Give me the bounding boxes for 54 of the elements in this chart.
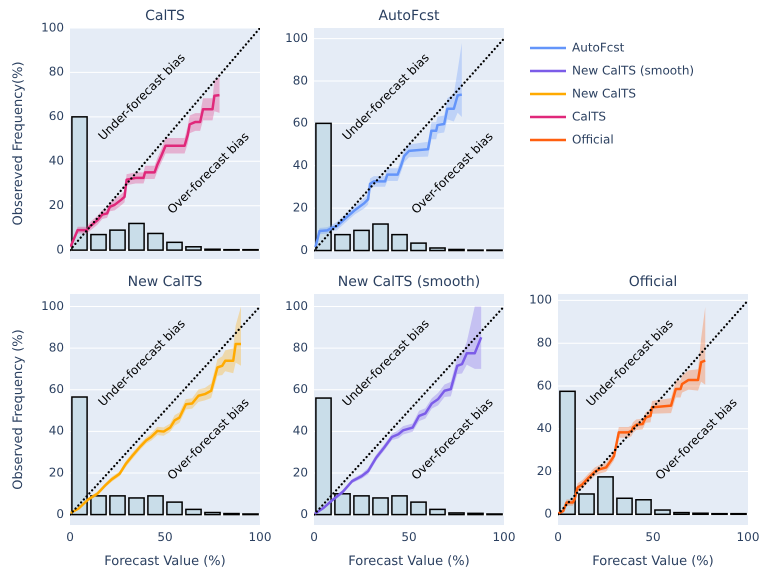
y-tick-label: 80: [536, 335, 552, 350]
x-tick-label: 50: [157, 530, 173, 544]
x-axis-title: Forecast Value (%): [348, 554, 470, 568]
y-tick-label: 60: [48, 382, 64, 396]
text: New CalTS (smooth): [572, 63, 694, 78]
x-tick-label: 50: [645, 530, 661, 544]
y-tick-label: 20: [292, 465, 308, 480]
text: New CalTS (smooth): [338, 274, 480, 290]
y-tick-label: 80: [292, 340, 308, 354]
y-tick-label: 0: [300, 242, 308, 257]
text: Official: [628, 274, 678, 290]
y-tick-label: 60: [536, 378, 552, 392]
y-tick-label: 20: [48, 198, 64, 212]
x-tick-label: 0: [554, 530, 562, 544]
y-axis-title: Obsereved Frequency(%): [11, 61, 26, 226]
y-tick-label: 20: [536, 464, 552, 478]
x-tick-label: 50: [401, 530, 417, 544]
x-axis-title: Forecast Value (%): [104, 554, 226, 568]
y-tick-label: 80: [48, 64, 64, 79]
y-tick-label: 0: [544, 506, 552, 521]
legend-label: AutoFcst: [572, 40, 625, 54]
x-tick-label: 0: [66, 530, 74, 544]
text: CalTS: [145, 8, 185, 24]
y-tick-label: 40: [48, 154, 64, 168]
y-tick-label: 60: [292, 116, 308, 130]
y-tick-label: 40: [292, 158, 308, 172]
y-tick-label: 60: [292, 382, 308, 396]
y-tick-label: 100: [41, 20, 64, 34]
x-tick-label: 0: [310, 530, 318, 544]
y-tick-label: 60: [48, 109, 64, 124]
y-tick-label: 100: [285, 30, 308, 45]
y-tick-label: 20: [292, 200, 308, 214]
x-tick-label: 100: [492, 530, 516, 544]
y-tick-label: 100: [41, 298, 64, 313]
y-tick-label: 0: [56, 242, 64, 256]
y-tick-label: 80: [48, 340, 64, 354]
x-axis-title: Forecast Value (%): [592, 554, 714, 568]
y-tick-label: 0: [300, 506, 308, 521]
y-tick-label: 40: [292, 424, 308, 438]
y-tick-label: 80: [292, 73, 308, 88]
text: Official: [572, 132, 614, 146]
text: CalTS: [572, 109, 606, 124]
y-tick-label: 20: [48, 465, 64, 480]
y-tick-label: 40: [536, 421, 552, 436]
text: New CalTS: [128, 274, 202, 290]
y-tick-label: 40: [48, 424, 64, 438]
x-tick-label: 100: [736, 530, 760, 544]
y-tick-label: 0: [56, 506, 64, 521]
chart-title: AutoFcst: [378, 8, 440, 24]
text: New CalTS: [572, 86, 636, 100]
y-axis-title: Observed Frequency (%): [11, 329, 26, 490]
y-tick-label: 100: [529, 292, 552, 307]
y-tick-label: 100: [285, 298, 308, 313]
x-tick-label: 100: [248, 530, 272, 544]
